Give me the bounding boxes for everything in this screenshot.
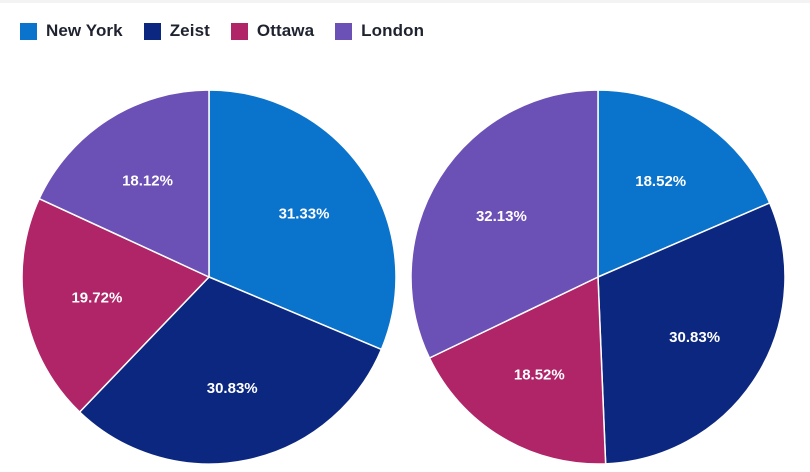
legend-item-ottawa[interactable]: Ottawa [230,21,315,41]
pie-slice-zeist[interactable] [78,276,383,465]
slice-label-ottawa: 19.72% [71,290,122,307]
pie-slice-ottawa[interactable] [428,276,607,465]
legend-swatch-ottawa [230,22,248,40]
slice-label-ottawa: 18.52% [514,366,565,383]
pie-slice-new-york[interactable] [597,89,771,278]
slice-label-london: 18.12% [122,172,173,189]
legend-swatch-zeist [143,22,161,40]
slice-label-london: 32.13% [476,208,527,225]
legend-label: Ottawa [256,21,315,40]
legend-label: New York [46,21,123,40]
slice-label-new-york: 31.33% [279,205,330,222]
pie-slice-london[interactable] [38,89,210,278]
legend-swatch-new-york [20,22,37,40]
legend-label: Zeist [169,21,210,40]
legend-item-zeist[interactable]: Zeist [143,21,210,41]
slice-label-zeist: 30.83% [207,380,258,397]
legend-label: London [361,21,425,40]
pie-slice-zeist[interactable] [597,202,786,465]
top-divider [0,0,810,3]
slice-label-new-york: 18.52% [635,173,686,190]
pie-chart-2: 18.52% 30.83% 18.52% 32.13% [410,89,786,465]
legend-swatch-london [335,22,353,40]
chart-legend: New York Zeist Ottawa London [20,20,445,42]
pie-slice-london[interactable] [410,89,599,359]
pie-slice-ottawa[interactable] [21,197,210,413]
pie-slice-new-york[interactable] [208,89,397,351]
slice-label-zeist: 30.83% [669,329,720,346]
legend-item-london[interactable]: London [335,21,424,41]
pie-chart-1: 31.33% 30.83% 19.72% 18.12% [21,89,397,465]
legend-item-new-york[interactable]: New York [20,21,123,41]
